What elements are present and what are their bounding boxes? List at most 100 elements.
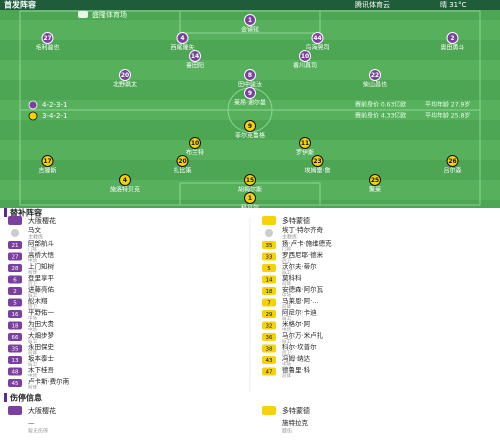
sub-number: 36	[266, 335, 273, 341]
player-name: 科贝尔	[241, 204, 259, 212]
sub-name: 罗西尼耶·德米	[282, 250, 324, 259]
sub-name: 阿尼尔·卡迪	[282, 308, 317, 317]
coach-avatar	[265, 229, 273, 237]
sub-number-badge	[262, 275, 276, 284]
player-name: 喜田阳	[186, 62, 204, 70]
team-value: 赛前身价 4.33亿欧	[355, 112, 406, 120]
penalty-box	[179, 10, 321, 34]
player-number: 14	[191, 53, 199, 60]
sub-number-badge	[262, 241, 276, 249]
sub-name: 沃尔夫·蒂尔	[282, 262, 317, 271]
player-badge	[244, 69, 256, 81]
player-name: 聚莱	[369, 186, 381, 194]
player-badge	[41, 155, 54, 167]
sub-number-badge	[8, 379, 22, 387]
team-logo	[8, 216, 22, 225]
player-number: 17	[43, 158, 51, 165]
player-number: 25	[371, 177, 379, 184]
sub-number: 33	[266, 255, 273, 261]
player-name: 吉滕斯	[38, 167, 56, 175]
player-badge	[299, 50, 311, 62]
sub-name: 进藤亮佑	[28, 285, 55, 294]
player-name: 毛利骏也	[35, 44, 59, 52]
sub-name: 高桥大悟	[28, 250, 55, 259]
player-name: 莱昂·谢尔曼	[234, 99, 266, 107]
sub-number-badge	[8, 356, 22, 364]
sub-number-badge	[262, 252, 276, 261]
sub-number-badge	[262, 321, 276, 330]
page-title: 首发阵容	[4, 0, 36, 10]
sub-number-badge	[262, 310, 276, 318]
sub-number: 28	[12, 266, 19, 272]
player-name: 金镇铉	[241, 26, 259, 34]
sub-number: 35	[266, 243, 273, 249]
player-name: 鸟海晃司	[305, 44, 329, 52]
player-number: 4	[123, 177, 127, 184]
team-logo	[262, 406, 276, 415]
player-name: 香川真司	[293, 62, 317, 70]
injury-status: 暂无伤停	[28, 428, 48, 435]
sub-name: 上门知树	[28, 262, 55, 271]
player-badge	[311, 155, 324, 167]
team-value: 赛前身价 0.63亿欧	[355, 101, 406, 109]
sub-position: 后卫	[28, 292, 37, 299]
sub-number: 16	[12, 312, 19, 318]
sub-number: 13	[12, 358, 19, 364]
sub-position: 中场	[28, 257, 37, 264]
coach-role: 主教练	[28, 234, 43, 241]
sub-position: 门将	[28, 246, 37, 253]
player-badge	[369, 174, 381, 186]
venue: 盛隆体育场	[92, 10, 127, 19]
sub-number-badge	[262, 287, 276, 295]
sub-position: 后卫	[28, 361, 37, 368]
player-name: 吕尔森	[443, 167, 461, 175]
sub-number-badge	[262, 344, 276, 353]
sub-number-badge	[8, 252, 22, 261]
injuries-title: 伤停信息	[9, 393, 42, 403]
sub-number-badge	[262, 333, 276, 341]
player-name: 菲尔克鲁格	[235, 132, 265, 140]
team-name: 大阪樱花	[28, 216, 56, 225]
sub-number: 18	[12, 324, 19, 330]
player-badge	[189, 137, 201, 149]
section-marker	[4, 393, 7, 402]
sub-position: 后卫	[28, 338, 37, 345]
formation: 3-4-2-1	[42, 112, 67, 120]
team-logo	[8, 406, 22, 415]
player-badge	[446, 32, 459, 44]
sub-number-badge	[262, 298, 276, 307]
sub-number-badge	[8, 287, 22, 295]
player-name: 西尾隆矢	[170, 44, 194, 52]
formation: 4-2-3-1	[42, 101, 67, 109]
sub-number: 18	[266, 289, 273, 295]
player-badge	[244, 120, 256, 132]
team-logo	[28, 111, 38, 121]
weather: 晴 31°C	[440, 0, 467, 9]
top-bar	[0, 0, 500, 10]
player-name: 扎比策	[173, 167, 191, 175]
player-number: 4	[180, 35, 184, 42]
player-name: 田中骏汰	[238, 81, 262, 89]
player-badge	[119, 174, 131, 186]
sub-position: 后卫	[282, 349, 291, 356]
sub-position: 中场	[282, 361, 291, 368]
player-number: 27	[43, 35, 51, 42]
player-number: 11	[301, 140, 309, 147]
sub-number-badge	[8, 333, 22, 341]
player-badge	[176, 155, 189, 167]
coach-avatar	[11, 229, 19, 237]
player-number: 1	[248, 195, 252, 202]
player-number: 44	[313, 35, 321, 42]
sub-name: 登里享平	[28, 273, 55, 282]
pitch	[0, 0, 500, 208]
sub-name: 平野佑一	[28, 308, 55, 317]
player-badge	[244, 14, 256, 26]
player-number: 8	[248, 72, 252, 79]
sub-name: 坂本泰士	[28, 354, 55, 363]
player-number: 9	[248, 123, 252, 130]
sub-number: 45	[12, 381, 19, 387]
sub-number: 29	[266, 312, 273, 318]
sub-number-badge	[8, 241, 22, 249]
sub-position: 中场	[28, 372, 37, 379]
team-age: 平均年龄 25.8岁	[425, 112, 470, 120]
